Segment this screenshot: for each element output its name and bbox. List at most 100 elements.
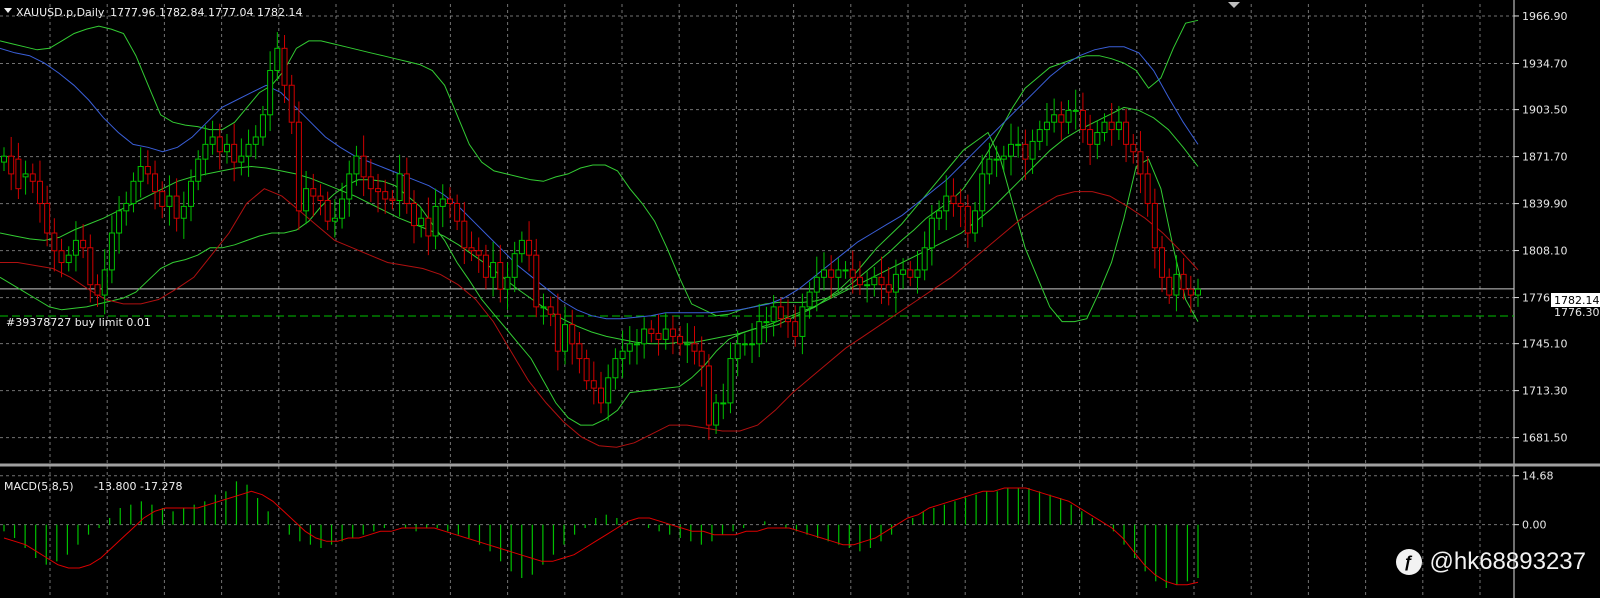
chart-shift-marker-icon[interactable] <box>1228 2 1240 8</box>
candle-body <box>921 247 928 271</box>
candle-body <box>51 232 58 252</box>
candle-body <box>461 220 468 249</box>
candle-body <box>871 276 878 286</box>
candle-body <box>583 358 590 382</box>
candle-body <box>339 198 346 219</box>
candle-body <box>1 155 7 163</box>
candle-body <box>490 262 497 278</box>
ohlc-low: 1777.04 <box>208 6 254 19</box>
price-axis-tick-label: 1681.50 <box>1522 432 1568 445</box>
candle-body <box>1101 121 1108 134</box>
candle-body <box>605 377 612 404</box>
candle-body <box>806 291 813 308</box>
candle-body <box>281 47 288 86</box>
candle-body <box>856 276 863 286</box>
candle-body <box>1159 247 1166 278</box>
candle-body <box>562 324 569 352</box>
candle-body <box>22 173 29 178</box>
candle-body <box>15 158 22 190</box>
candle-body <box>1015 143 1022 146</box>
candle-body <box>1195 288 1201 296</box>
moving-average-blue-line <box>0 46 1199 320</box>
candle-body <box>1051 114 1058 123</box>
candle-body <box>331 217 338 222</box>
candle-body <box>662 328 669 340</box>
candle-body <box>94 284 101 296</box>
candle-body <box>669 328 676 337</box>
candle-body <box>1173 273 1180 296</box>
candle-body <box>878 276 885 286</box>
candle-body <box>58 250 65 264</box>
candle-body <box>526 239 533 256</box>
candle-body <box>152 173 159 193</box>
candle-body <box>367 176 374 190</box>
current-price-box <box>1551 293 1600 307</box>
bollinger-upper-line <box>0 19 1199 317</box>
candle-body <box>598 387 604 404</box>
candle-body <box>900 269 907 275</box>
candle-body <box>209 136 216 145</box>
candle-body <box>346 173 353 200</box>
candle-body <box>36 180 43 204</box>
candle-body <box>813 276 820 293</box>
candle-body <box>885 284 892 293</box>
candle-body <box>375 188 382 193</box>
price-panel[interactable] <box>0 19 1514 448</box>
candle-body <box>1166 276 1173 296</box>
candle-body <box>777 306 784 320</box>
watermark-text: @hk68893237 <box>1429 548 1587 575</box>
candle-body <box>641 328 648 345</box>
candle-body <box>180 205 187 219</box>
pending-order-label[interactable]: #39378727 buy limit 0.01 <box>6 316 151 329</box>
candle-body <box>727 358 734 404</box>
macd-axis: 14.68 0.00 <box>1514 470 1554 532</box>
price-axis-tick-label: 1713.30 <box>1522 385 1568 398</box>
candle-body <box>288 84 295 123</box>
candle-body <box>1137 151 1144 175</box>
price-axis-tick-label: 1903.50 <box>1522 104 1568 117</box>
candle-body <box>705 365 712 426</box>
candle-body <box>195 158 202 182</box>
candle-body <box>691 343 698 352</box>
candle-body <box>432 205 439 237</box>
candle-body <box>65 254 72 264</box>
candle-body <box>274 47 281 71</box>
candle-body <box>972 210 979 234</box>
candle-body <box>252 136 259 145</box>
candle-body <box>8 155 15 175</box>
candle-body <box>87 247 94 286</box>
symbol-timeframe-label: XAUUSD.p,Daily <box>16 6 105 19</box>
candle-body <box>633 343 640 346</box>
candle-body <box>1108 121 1115 131</box>
price-axis-tick-label: 1808.10 <box>1522 245 1568 258</box>
candle-body <box>303 188 310 212</box>
candle-body <box>547 306 554 315</box>
candle-body <box>1029 140 1036 160</box>
candle-body <box>137 166 144 182</box>
candle-body <box>389 198 396 201</box>
symbol-menu-triangle-icon[interactable] <box>4 8 12 13</box>
candle-body <box>468 247 475 252</box>
candle-body <box>950 195 957 204</box>
price-axis-tick-label: 1934.70 <box>1522 58 1568 71</box>
candle-body <box>1022 143 1029 160</box>
candle-body <box>770 306 777 323</box>
candle-body <box>1007 143 1014 157</box>
candle-body <box>713 402 720 426</box>
candle-body <box>864 284 871 287</box>
candle-body <box>799 306 806 337</box>
macd-main-value: -13.800 <box>94 480 136 493</box>
candle-body <box>159 191 166 207</box>
macd-panel[interactable] <box>3 481 1199 588</box>
candle-body <box>1180 273 1187 290</box>
candle-body <box>353 155 360 175</box>
candle-body <box>964 205 971 234</box>
candle-body <box>648 328 655 334</box>
macd-signal-value: -17.278 <box>140 480 182 493</box>
candle-body <box>849 269 856 278</box>
candle-body <box>986 158 993 175</box>
price-axis-tick-label: 1871.70 <box>1522 151 1568 164</box>
candle-body <box>108 232 115 271</box>
